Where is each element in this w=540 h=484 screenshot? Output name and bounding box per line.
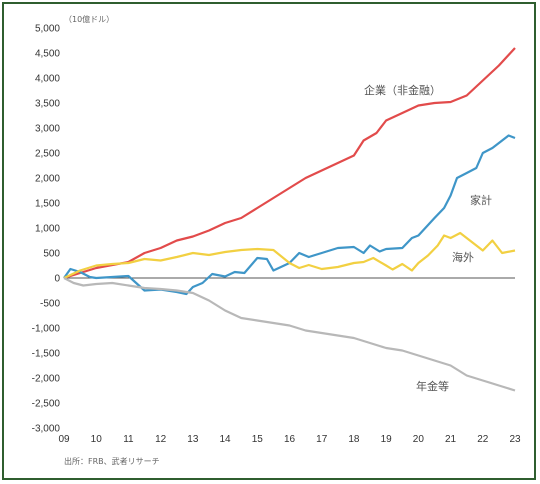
x-tick-label: 21 <box>445 434 457 445</box>
y-tick-label: 0 <box>54 274 60 285</box>
y-tick-label: -1,000 <box>32 324 61 335</box>
series-line-3 <box>63 277 516 392</box>
series-line-2 <box>63 231 516 279</box>
x-tick-label: 10 <box>91 434 103 445</box>
y-tick-label: 4,000 <box>35 74 60 85</box>
y-tick-label: -2,000 <box>32 374 61 385</box>
y-tick-label: 1,500 <box>35 199 60 210</box>
x-tick-label: 20 <box>413 434 425 445</box>
y-tick-label: 2,500 <box>35 149 60 160</box>
x-tick-label: 17 <box>316 434 328 445</box>
y-tick-label: 500 <box>43 249 60 260</box>
y-tick-label: 1,000 <box>35 224 60 235</box>
y-tick-label: -3,000 <box>32 424 61 435</box>
x-tick-label: 09 <box>58 434 70 445</box>
y-tick-label: -2,500 <box>32 399 61 410</box>
label-foreign: 海外 <box>452 250 474 264</box>
y-tick-label: 3,500 <box>35 99 60 110</box>
x-tick-label: 22 <box>477 434 489 445</box>
x-tick-label: 19 <box>381 434 393 445</box>
y-axis-ticks: 5,000 4,500 4,000 3,500 3,000 2,500 2,000 1,500… <box>32 24 61 435</box>
series-lines <box>63 47 516 392</box>
x-tick-label: 13 <box>187 434 199 445</box>
source-note: 出所：FRB、武者リサーチ <box>64 456 160 466</box>
x-tick-label: 11 <box>123 434 134 445</box>
chart-frame: （10億ドル） 5,000 4,500 4,000 3,500 3,000 2,500 2,… <box>2 2 536 480</box>
y-tick-label: 5,000 <box>35 24 60 35</box>
label-pension: 年金等 <box>416 379 449 393</box>
y-tick-label: 4,500 <box>35 49 60 60</box>
x-tick-label: 12 <box>155 434 167 445</box>
series-line-0 <box>63 47 516 280</box>
x-tick-label: 15 <box>252 434 264 445</box>
x-tick-label: 14 <box>220 434 232 445</box>
y-tick-label: -500 <box>40 299 60 310</box>
x-axis-ticks: 09 10 11 12 13 14 15 16 17 18 19 20 21 22 23 <box>58 434 521 445</box>
label-corporate: 企業（非金融） <box>364 83 441 97</box>
unit-label: （10億ドル） <box>64 14 114 24</box>
series-line-1 <box>63 134 516 296</box>
y-tick-label: 2,000 <box>35 174 60 185</box>
x-tick-label: 18 <box>348 434 360 445</box>
y-tick-label: 3,000 <box>35 124 60 135</box>
y-tick-label: -1,500 <box>32 349 61 360</box>
x-tick-label: 16 <box>284 434 296 445</box>
x-tick-label: 23 <box>509 434 521 445</box>
line-chart: （10億ドル） 5,000 4,500 4,000 3,500 3,000 2,500 2,… <box>32 14 521 466</box>
label-household: 家計 <box>470 193 492 207</box>
